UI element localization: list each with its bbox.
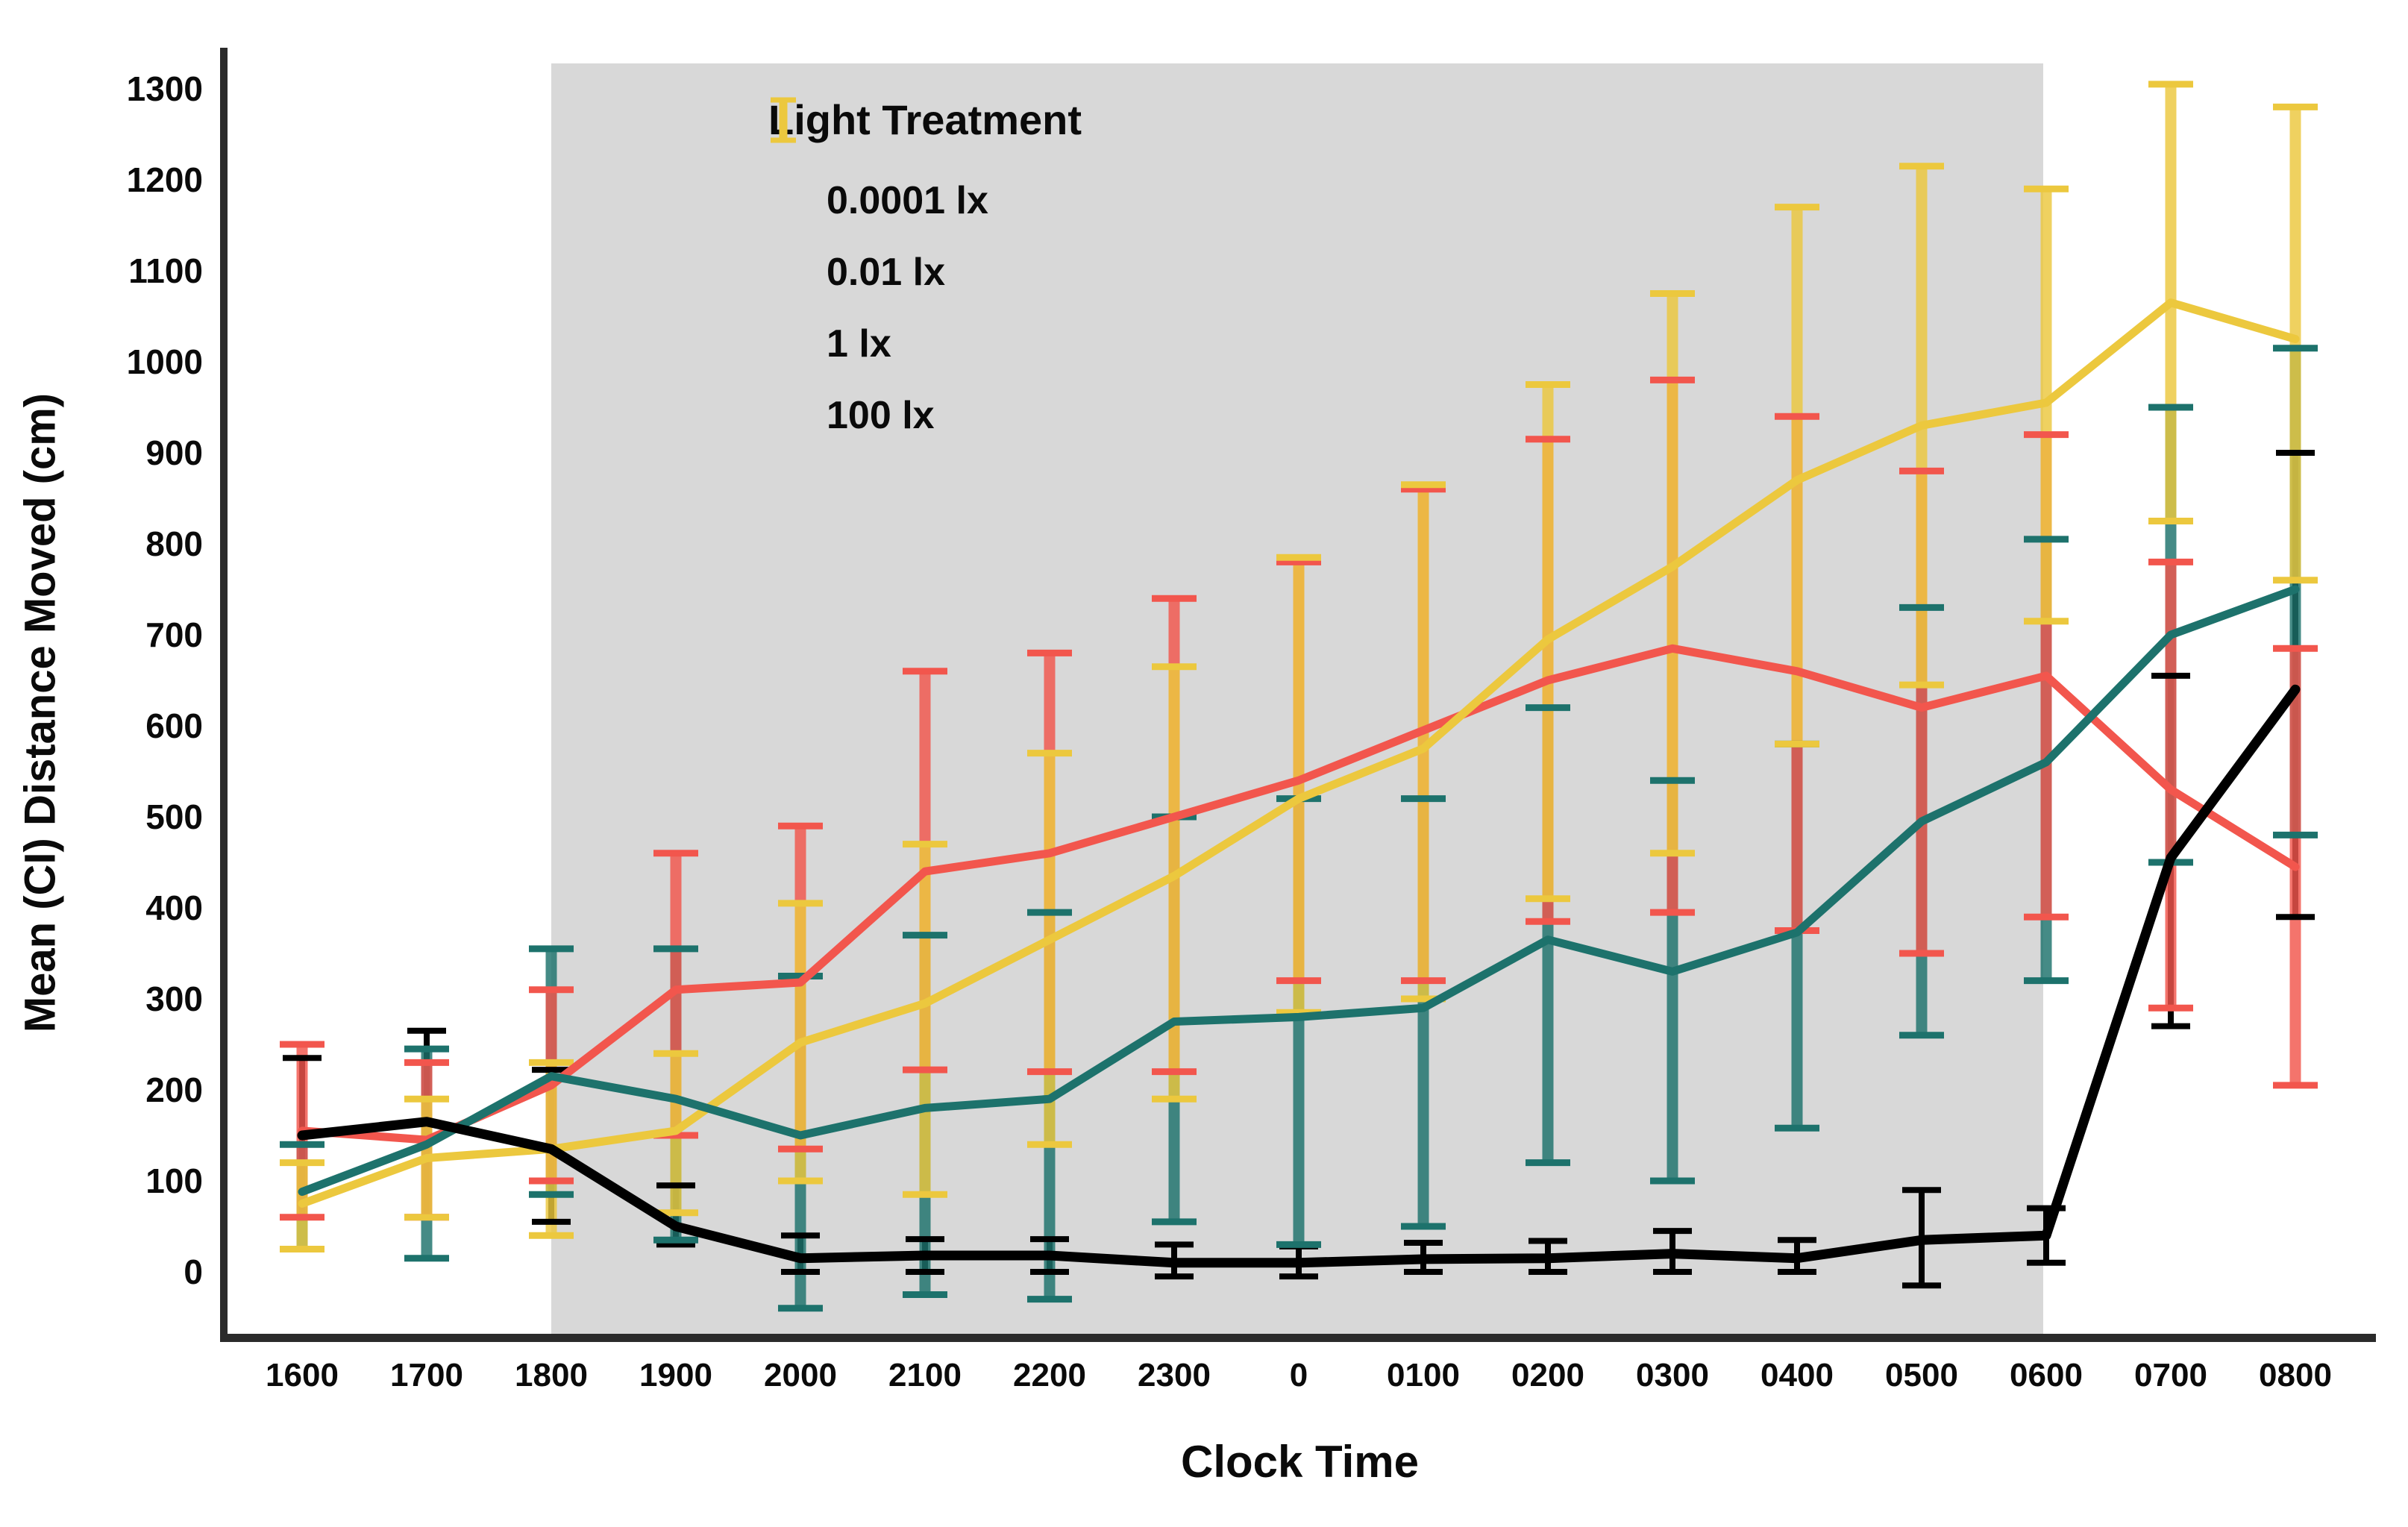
legend: Light Treatment 0.0001 lx 0.01 lx 1 lx 100 … [768,95,1082,451]
legend-title: Light Treatment [768,96,1082,143]
x-tick-label: 0800 [2259,1357,2332,1393]
x-tick-label: 2200 [1013,1357,1086,1393]
legend-item-1-lx: 1 lx [768,97,1082,380]
x-tick-label: 0300 [1636,1357,1709,1393]
x-axis-title: Clock Time [1180,1437,1419,1487]
y-tick-label: 200 [145,1070,203,1109]
legend-label: 0.0001 lx [827,179,988,222]
x-tick-label: 1700 [390,1357,463,1393]
legend-label: 100 lx [827,394,935,437]
legend-label: 0.01 lx [827,251,946,294]
y-axis-title: Mean (CI) Distance Moved (cm) [16,392,65,1033]
x-tick-label: 2300 [1138,1357,1211,1393]
legend-item-0.01-lx: 0.01 lx [768,97,1082,308]
series-line-1-lx [298,644,2300,1144]
error-bar-icon [771,97,796,143]
x-tick-label: 1800 [515,1357,588,1393]
y-tick-label: 1100 [128,251,203,290]
y-tick-label: 600 [145,706,203,745]
x-tick-label: 0500 [1885,1357,1958,1393]
x-tick-label: 2100 [888,1357,962,1393]
legend-items: 0.0001 lx 0.01 lx 1 lx 100 lx [768,97,1082,451]
x-tick-label: 0 [1290,1357,1308,1393]
y-tick-label: 700 [145,615,203,654]
y-tick-label: 1200 [127,160,203,199]
series-line-0.01-lx [298,585,2300,1197]
y-axis-line [220,48,228,1341]
x-tick-label: 0400 [1760,1357,1834,1393]
legend-item-0.0001-lx: 0.0001 lx [768,97,1082,236]
y-tick-label: 1000 [127,342,203,381]
y-tick-label: 0 [184,1252,203,1291]
x-tick-label: 0700 [2134,1357,2207,1393]
y-tick-label: 800 [145,524,203,563]
y-tick-label: 900 [145,433,203,472]
legend-label: 1 lx [827,322,891,366]
legend-item-100-lx: 100 lx [768,97,1082,451]
y-tick-label: 100 [145,1161,203,1200]
x-tick-label: 0200 [1511,1357,1584,1393]
x-axis-line [220,1334,2376,1342]
series-line-100-lx [298,298,2300,1208]
y-tick-label: 500 [145,797,203,836]
x-tick-label: 1900 [639,1357,712,1393]
y-tick-label: 1300 [127,69,203,108]
y-tick-label: 400 [145,888,203,927]
x-tick-label: 1600 [266,1357,339,1393]
y-tick-label: 300 [145,979,203,1018]
x-tick-label: 2000 [764,1357,837,1393]
x-tick-label: 0100 [1387,1357,1460,1393]
series-line-0.0001-lx [297,684,2301,1268]
x-tick-label: 0600 [2010,1357,2083,1393]
